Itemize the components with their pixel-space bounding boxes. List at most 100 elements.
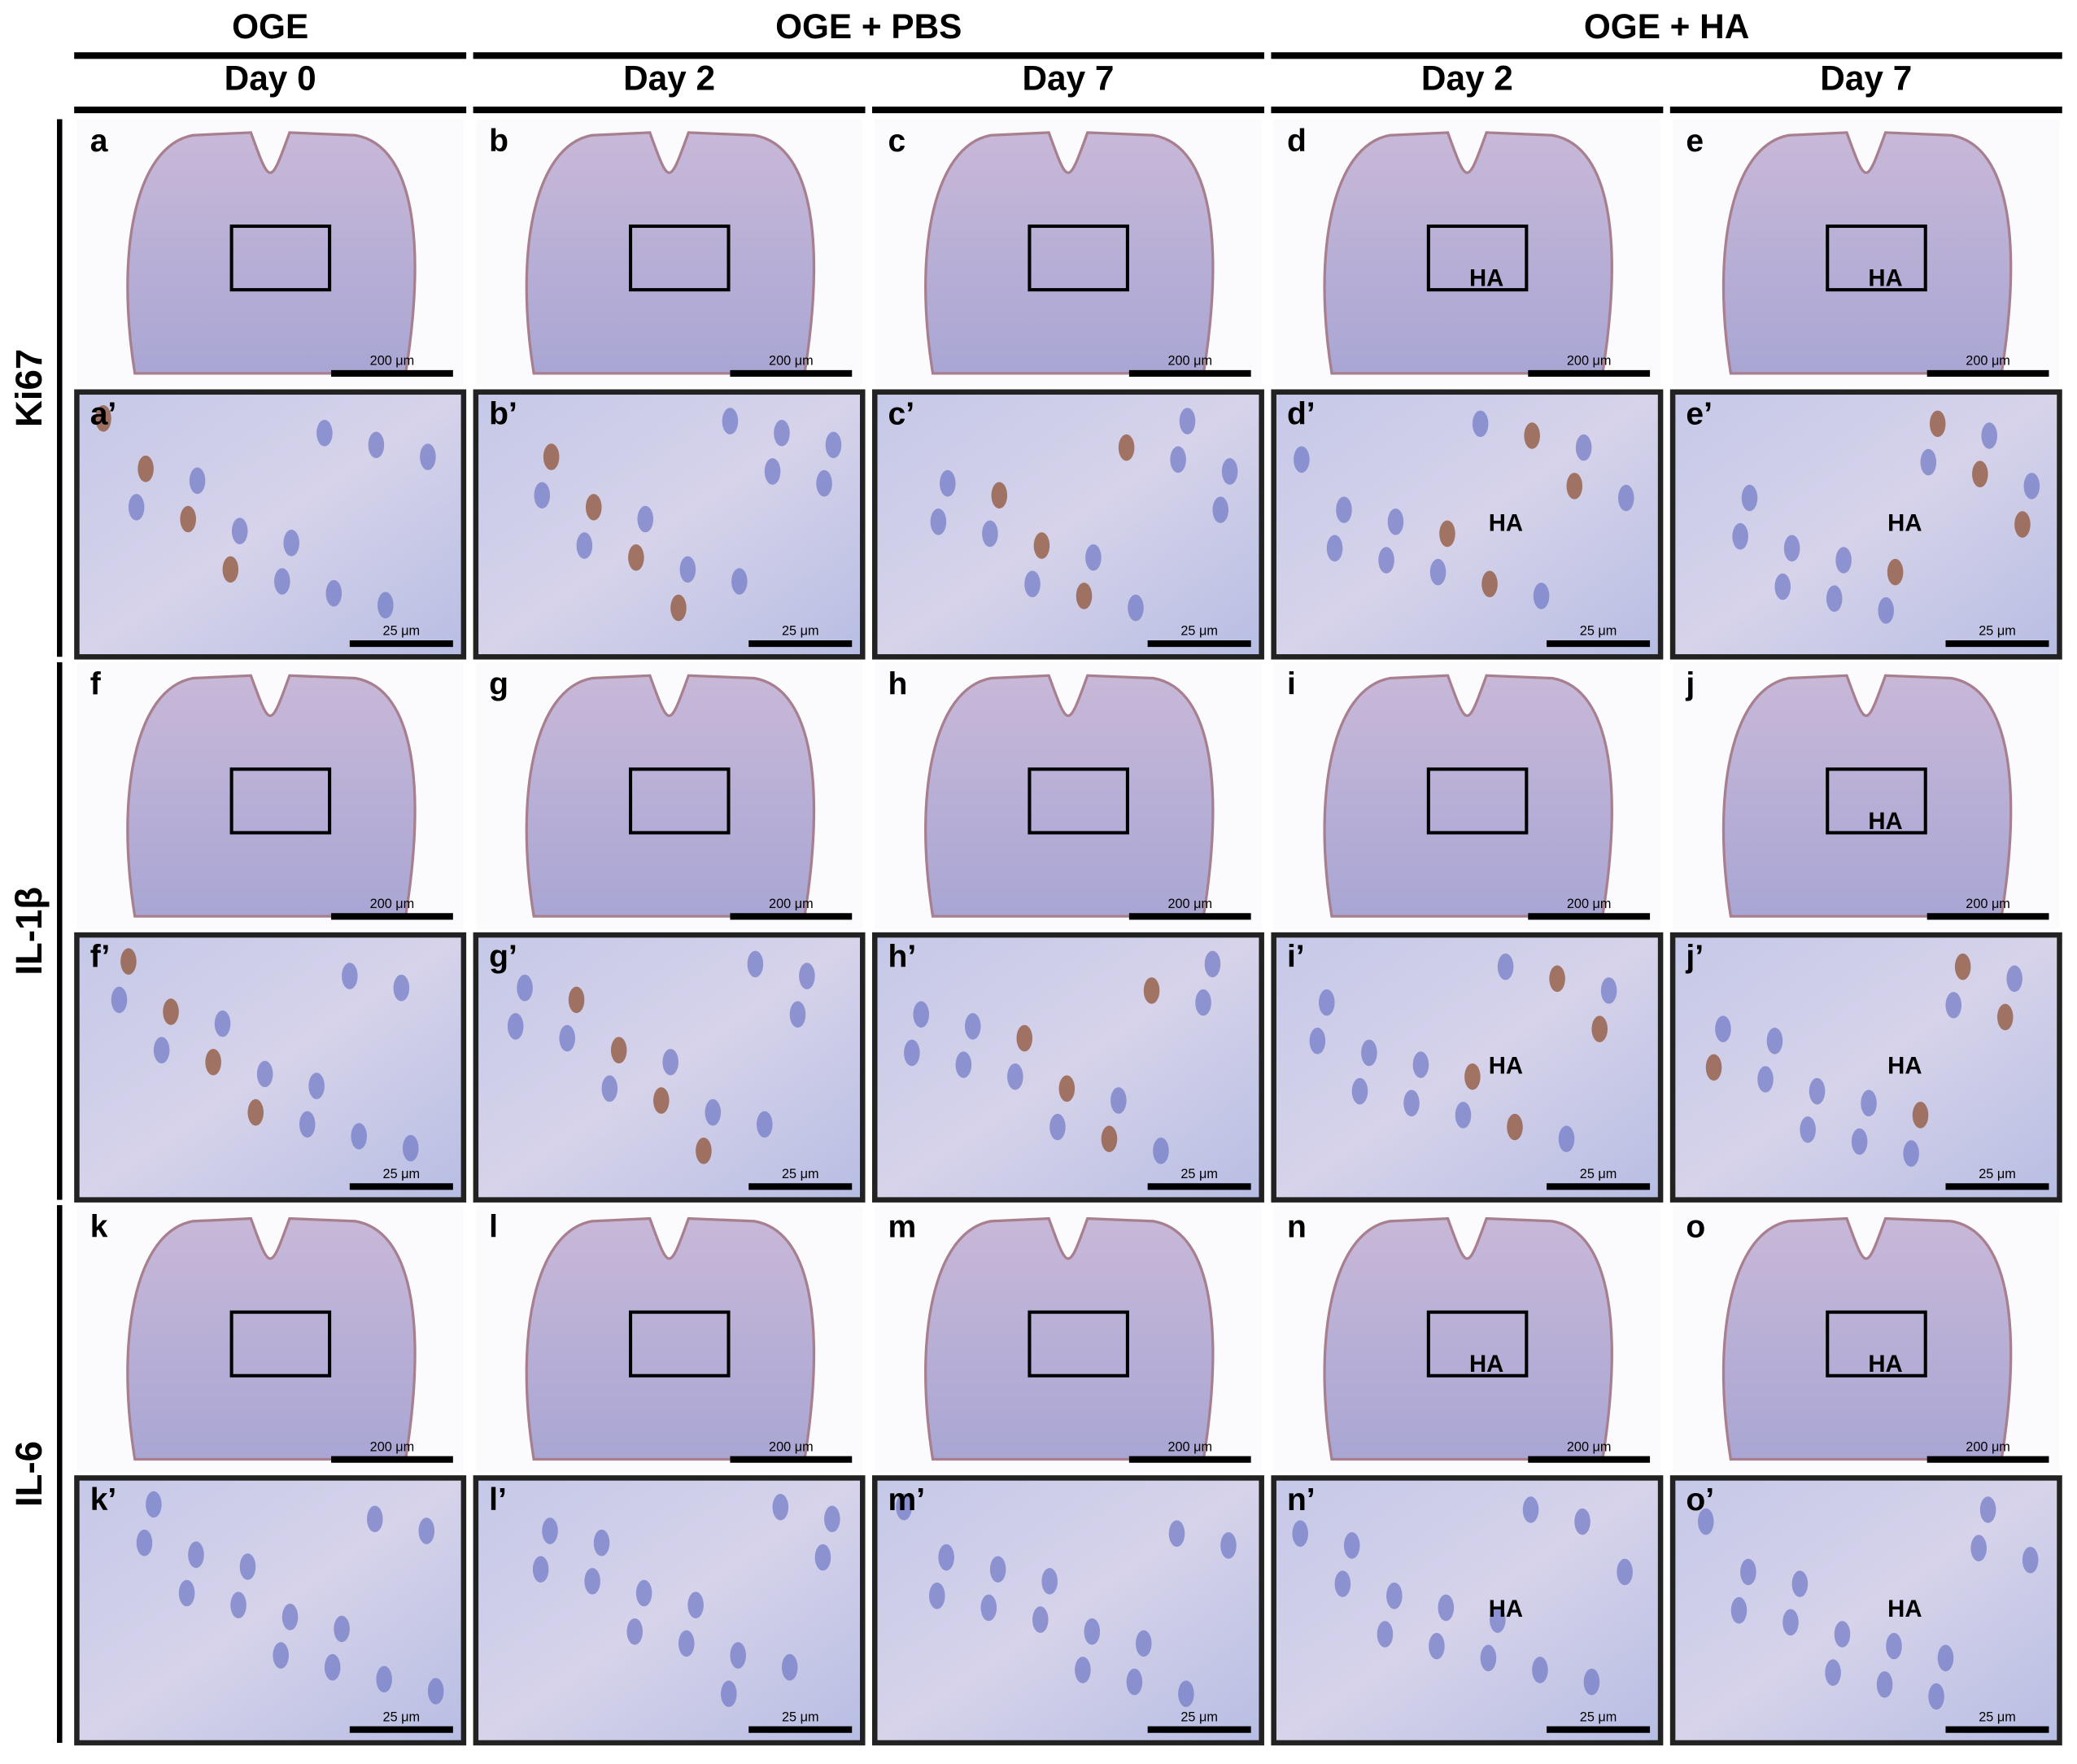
tissue-section <box>924 674 1215 918</box>
scale-bar-label: 25 μm <box>383 1709 421 1724</box>
inset-box <box>229 1310 332 1378</box>
cell-nucleus <box>982 520 998 548</box>
zoom-panel: b’ 25 μm <box>473 389 866 660</box>
cell-nucleus <box>913 1001 930 1028</box>
cell-nucleus <box>1996 1003 2014 1031</box>
panel-letter: o <box>1686 1210 1705 1245</box>
scale-bar-label: 25 μm <box>383 624 421 639</box>
panel-letter: d <box>1287 124 1307 159</box>
micrograph <box>1669 1475 2062 1746</box>
cell-nucleus <box>1920 448 1937 476</box>
cell-nucleus <box>1575 434 1592 461</box>
cell-nucleus <box>393 974 410 1002</box>
cell-nucleus <box>584 1568 600 1595</box>
cell-nucleus <box>2014 511 2031 538</box>
cell-nucleus <box>281 1604 299 1631</box>
cell-nucleus <box>731 568 748 595</box>
cell-nucleus <box>679 556 696 583</box>
cell-nucleus <box>189 467 206 495</box>
cell-nucleus <box>1524 422 1540 449</box>
cell-nucleus <box>1945 992 1962 1019</box>
cell-nucleus <box>1730 1596 1748 1624</box>
cell-nucleus <box>576 532 593 559</box>
cell-nucleus <box>1929 410 1946 438</box>
panel-letter: b <box>489 124 508 159</box>
cell-nucleus <box>222 556 239 583</box>
cell-nucleus <box>1698 1508 1714 1535</box>
cell-nucleus <box>593 1529 610 1557</box>
overview-panel: l 200 μm <box>475 1205 863 1473</box>
cell-nucleus <box>1464 1063 1481 1090</box>
cell-nucleus <box>1835 547 1852 574</box>
cell-nucleus <box>824 1505 840 1533</box>
cell-nucleus <box>1757 1066 1774 1093</box>
cell-nucleus <box>1490 1606 1506 1633</box>
cell-nucleus <box>2023 473 2040 500</box>
cell-nucleus <box>568 986 585 1014</box>
panel-letter: m <box>888 1210 917 1245</box>
cell-nucleus <box>299 1111 316 1138</box>
cell-nucleus <box>1741 484 1758 512</box>
inset-box <box>229 224 332 292</box>
cell-nucleus <box>1566 473 1583 500</box>
inset-box <box>1826 767 1927 835</box>
cell-nucleus <box>1101 1125 1118 1153</box>
cell-nucleus <box>1179 408 1196 434</box>
scale-bar-label: 200 μm <box>1966 1439 2010 1454</box>
cell-nucleus <box>418 1517 435 1544</box>
cell-nucleus <box>601 1075 618 1102</box>
cell-nucleus <box>1220 1532 1237 1559</box>
cell-nucleus <box>991 482 1008 509</box>
cell-nucleus <box>1809 1077 1826 1105</box>
scale-bar-label: 200 μm <box>1567 1439 1612 1454</box>
cell-nucleus <box>1532 1657 1548 1683</box>
cell-nucleus <box>1309 1028 1326 1054</box>
cell-nucleus <box>2022 1547 2039 1574</box>
cell-nucleus <box>653 1087 670 1114</box>
cell-nucleus <box>274 568 290 595</box>
group-label: OGE + HA <box>1584 7 1749 46</box>
cell-nucleus <box>1024 570 1041 598</box>
micrograph <box>473 932 866 1203</box>
cell-nucleus <box>205 1049 221 1076</box>
cell-nucleus <box>111 986 128 1014</box>
cell-nucleus <box>376 1666 392 1693</box>
panel-letter: h’ <box>888 940 917 975</box>
tissue-section <box>525 674 816 918</box>
cell-nucleus <box>1084 1618 1101 1645</box>
panel-letter: l <box>489 1210 498 1245</box>
cell-nucleus <box>585 494 602 521</box>
cell-nucleus <box>1153 1137 1169 1164</box>
scale-bar-label: 200 μm <box>1567 897 1612 911</box>
cell-nucleus <box>2006 965 2022 993</box>
cell-nucleus <box>610 1037 627 1063</box>
cell-nucleus <box>678 1630 695 1657</box>
cell-nucleus <box>955 1051 972 1078</box>
cell-nucleus <box>120 948 137 975</box>
group-label: OGE <box>232 7 308 46</box>
overview-panel: g 200 μm <box>475 662 863 930</box>
cell-nucleus <box>180 505 196 533</box>
cell-nucleus <box>1954 953 1971 980</box>
cell-nucleus <box>799 963 815 989</box>
annotation-label: HA <box>1489 1053 1523 1080</box>
cell-nucleus <box>368 431 385 459</box>
cell-nucleus <box>128 494 145 521</box>
cell-nucleus <box>628 544 644 571</box>
overview-panel: d 200 μm HA <box>1273 119 1661 387</box>
cell-nucleus <box>1740 1558 1756 1586</box>
cell-nucleus <box>730 1642 746 1669</box>
micrograph <box>1669 389 2062 660</box>
scale-bar-label: 25 μm <box>1180 1709 1218 1724</box>
cell-nucleus <box>1351 1077 1368 1105</box>
cell-nucleus <box>1343 1532 1360 1559</box>
cell-nucleus <box>1334 1570 1351 1597</box>
zoom-panel: j’ 25 μm HA <box>1669 932 2062 1203</box>
day-label: Day 7 <box>1820 59 1912 97</box>
row-label: Ki67 <box>8 349 50 427</box>
cell-nucleus <box>781 1653 798 1681</box>
tissue-section <box>525 131 816 375</box>
cell-nucleus <box>1168 1520 1185 1548</box>
cell-nucleus <box>980 1594 997 1622</box>
panel-letter: g’ <box>489 940 517 975</box>
